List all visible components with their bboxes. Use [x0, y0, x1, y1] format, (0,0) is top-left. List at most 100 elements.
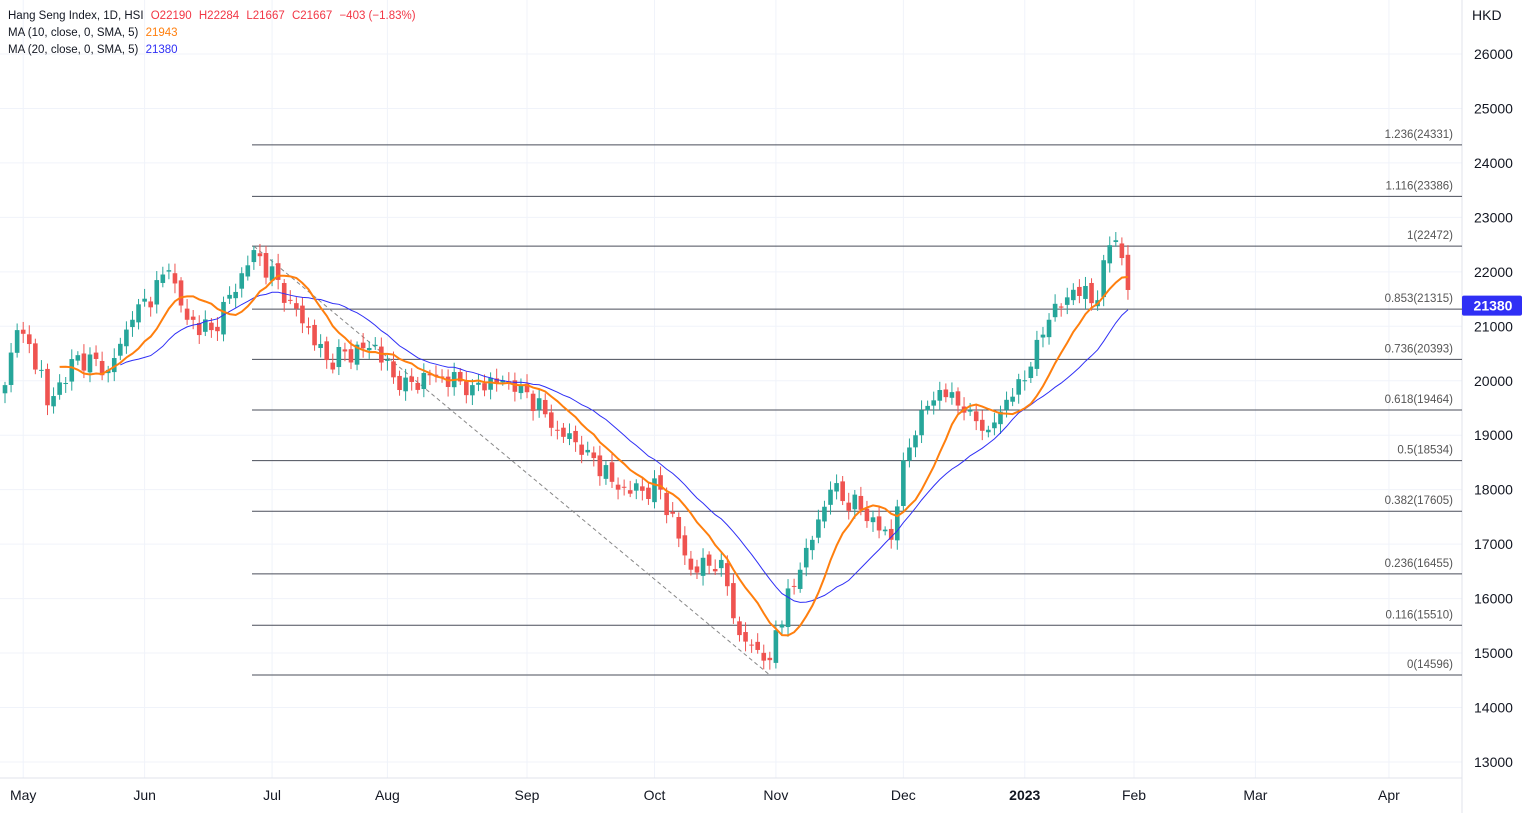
candle: [737, 616, 742, 642]
fib-level-label: 1.236(24331): [1385, 129, 1454, 141]
candle-body: [366, 347, 372, 351]
price-tick-label: 18000: [1474, 482, 1513, 498]
candle-body: [773, 630, 779, 663]
candle-body: [342, 349, 348, 352]
price-tick-label: 15000: [1474, 645, 1513, 661]
candle-body: [846, 502, 852, 511]
candle: [712, 559, 718, 575]
candle-body: [949, 392, 955, 398]
candle: [1089, 278, 1094, 311]
candle: [215, 317, 220, 341]
candle-body: [907, 447, 912, 461]
candle: [694, 559, 700, 579]
candle: [57, 374, 62, 400]
candle-body: [500, 380, 506, 383]
candle: [227, 286, 232, 304]
last-price-tag: [1462, 295, 1522, 316]
candle-body: [512, 380, 518, 392]
candle-body: [312, 324, 317, 346]
candle: [749, 639, 754, 653]
candle: [124, 321, 129, 354]
candle-body: [670, 511, 675, 514]
candle-body: [700, 557, 706, 576]
candle: [464, 371, 469, 404]
candle-body: [852, 494, 858, 510]
candle: [706, 551, 712, 574]
candle-body: [870, 517, 876, 523]
candle-body: [694, 566, 700, 573]
candle-body: [737, 621, 742, 636]
candle: [166, 263, 172, 280]
candle-body: [457, 371, 463, 382]
candle-body: [797, 569, 803, 589]
candle-body: [372, 344, 378, 347]
candle-body: [1028, 366, 1034, 378]
candle: [591, 446, 597, 467]
candle-body: [549, 412, 554, 428]
candle-body: [251, 250, 257, 263]
time-tick-label: Jul: [263, 787, 281, 803]
candle: [767, 651, 773, 670]
candle-body: [1046, 319, 1052, 338]
candle-body: [257, 253, 263, 257]
candle: [142, 288, 147, 307]
candle: [549, 404, 554, 437]
candle-body: [160, 274, 166, 283]
candle: [907, 438, 912, 468]
candle: [391, 351, 396, 384]
candle: [14, 323, 20, 358]
candle-body: [1119, 243, 1125, 259]
fib-level-label: 0.236(16455): [1385, 558, 1454, 570]
candle: [476, 374, 481, 392]
time-tick-label: Mar: [1243, 787, 1267, 803]
candle: [51, 387, 56, 414]
candle: [63, 376, 68, 393]
fib-level-label: 0(14596): [1407, 659, 1453, 671]
candle-body: [1052, 303, 1058, 318]
candle: [445, 369, 451, 397]
candle: [530, 390, 536, 421]
candle: [955, 387, 961, 416]
candle-body: [718, 559, 724, 569]
candle-body: [1022, 380, 1028, 382]
candle: [512, 372, 518, 402]
candle: [251, 246, 257, 270]
candle-body: [621, 486, 627, 488]
candle: [1125, 245, 1131, 300]
candle-body: [482, 383, 487, 391]
ma10-line: [59, 274, 1129, 637]
candle: [342, 342, 348, 362]
candle-body: [615, 484, 621, 490]
candle-body: [409, 376, 414, 382]
candle-body: [579, 444, 584, 455]
candle: [330, 353, 336, 374]
candle: [579, 435, 584, 464]
fib-level-label: 1.116(23386): [1385, 180, 1453, 192]
time-tick-label: Apr: [1378, 787, 1400, 803]
candle: [1028, 361, 1034, 383]
candle: [306, 317, 311, 335]
fib-level-label: 0.618(19464): [1385, 394, 1454, 406]
candle-body: [330, 362, 336, 370]
candle-body: [834, 483, 839, 492]
candle: [664, 487, 669, 524]
candle-body: [894, 506, 900, 541]
candle: [682, 526, 688, 565]
candle: [1058, 303, 1064, 317]
candle-body: [1010, 396, 1015, 402]
candle: [482, 374, 487, 397]
candle-body: [979, 419, 985, 431]
candle: [354, 341, 360, 371]
candle-body: [682, 535, 688, 556]
candle-body: [633, 483, 639, 491]
candle-body: [196, 323, 202, 336]
candle-body: [828, 489, 833, 505]
candle-body: [1125, 254, 1131, 290]
candle: [828, 481, 833, 515]
candle: [245, 255, 251, 281]
time-tick-label: Jun: [133, 787, 156, 803]
candle: [1077, 279, 1082, 304]
candle-body: [26, 334, 32, 345]
candle-body: [919, 410, 924, 436]
